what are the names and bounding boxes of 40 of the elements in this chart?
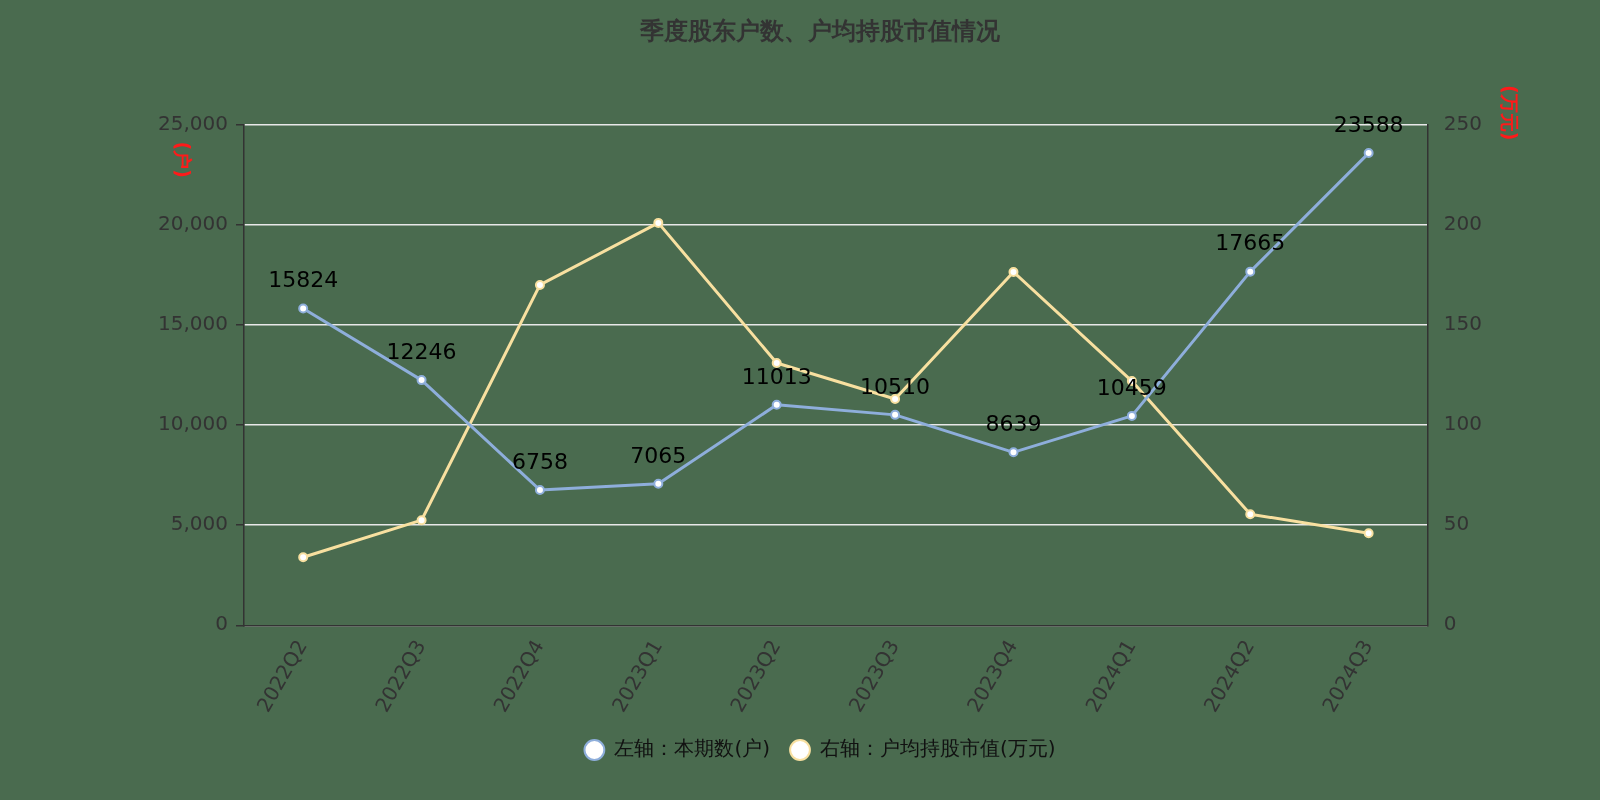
y2-tick-label: 200 xyxy=(1443,211,1483,236)
y2-tick-label: 150 xyxy=(1443,311,1483,336)
point xyxy=(1008,447,1019,458)
y2-tick-label: 50 xyxy=(1443,511,1470,536)
point xyxy=(534,484,545,495)
point xyxy=(653,478,664,489)
data-label: 15824 xyxy=(268,267,339,293)
y-tick-label: 10,000 xyxy=(158,411,228,436)
chart-title: 季度股东户数、户均持股市值情况 xyxy=(639,16,1001,45)
data-label: 6758 xyxy=(511,448,568,474)
point xyxy=(653,217,664,228)
y2-tick-label: 0 xyxy=(1443,611,1457,636)
y2-tick-label: 100 xyxy=(1443,411,1483,436)
point xyxy=(1126,410,1137,421)
legend-label: 左轴：本期数(户) xyxy=(614,736,770,761)
point xyxy=(1363,528,1374,539)
point xyxy=(534,279,545,290)
point xyxy=(771,358,782,369)
point xyxy=(1008,266,1019,277)
y2-axis-title: (万元) xyxy=(1498,85,1521,141)
y-tick-label: 5,000 xyxy=(170,511,228,536)
point xyxy=(771,399,782,410)
y-tick-label: 15,000 xyxy=(158,311,228,336)
y2-tick-label: 250 xyxy=(1443,111,1483,135)
point xyxy=(416,515,427,526)
point xyxy=(298,303,309,314)
y-tick-label: 20,000 xyxy=(158,211,228,236)
point xyxy=(416,375,427,386)
y-tick-label: 25,000 xyxy=(158,111,228,135)
point xyxy=(1245,266,1256,277)
point xyxy=(1363,148,1374,159)
y-tick-label: 0 xyxy=(215,611,228,636)
data-label: 12246 xyxy=(386,338,457,364)
point xyxy=(1245,509,1256,520)
data-label: 11013 xyxy=(741,363,812,389)
y-axis-title: (户) xyxy=(172,141,195,178)
point xyxy=(298,552,309,563)
data-label: 7065 xyxy=(630,442,687,468)
point xyxy=(890,409,901,420)
legend-label: 右轴：户均持股市值(万元) xyxy=(820,736,1056,761)
